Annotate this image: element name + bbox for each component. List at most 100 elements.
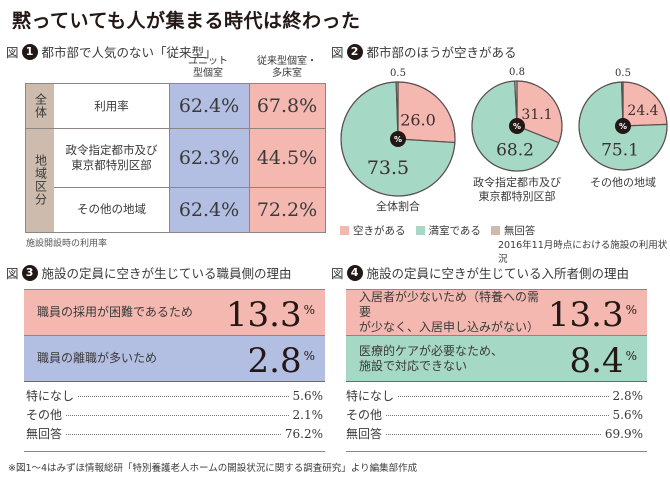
pie-name-overall: 全体割合 xyxy=(348,200,448,214)
pie-outline xyxy=(340,81,456,197)
list-value: 2.8% xyxy=(612,389,644,403)
leader-dots xyxy=(78,396,289,397)
col-header-line: 従来型個室・ xyxy=(257,56,317,67)
row-label: 利用率 xyxy=(54,84,169,128)
col-header-conventional: 従来型個室・ 多床室 xyxy=(244,56,330,80)
pie-value-label-no-answer: 0.5 xyxy=(390,68,406,79)
reason-label: 入居者が少ないため（特養への需要 が少なく、入居申し込みがない） xyxy=(359,290,548,335)
list-label: その他 xyxy=(346,408,383,422)
pie-value-label: 24.4 xyxy=(627,103,658,119)
legend-item-vacant: 空きがある xyxy=(340,223,406,238)
list-value: 5.6% xyxy=(292,389,324,403)
value-cell-conventional: 44.5% xyxy=(249,128,325,187)
row-label-text: 政令指定都市及び xyxy=(65,142,158,157)
reason-label-line: 職員の採用が困難であるため xyxy=(37,305,193,319)
reason-label-line: 医療的ケアが必要なため、 xyxy=(359,343,504,358)
table-divider xyxy=(249,84,250,232)
percent-sign: % xyxy=(625,349,637,363)
row-label-text: 利用率 xyxy=(94,98,129,113)
list-value: 2.1% xyxy=(292,408,324,422)
fig1-heading: 図 1 都市部で人気のない「従来型」 xyxy=(6,42,217,61)
pie-name-line: 政令指定都市及び xyxy=(473,176,561,189)
pie-name-line: 東京都特別区部 xyxy=(478,190,556,203)
source-footnote: ※図1〜4はみずほ情報総研「特別養護老人ホームの開設状況に関する調査研究」より編… xyxy=(8,463,418,474)
fig4-heading: 図 4 施設の定員に空きが生じている入所者側の理由 xyxy=(331,263,629,282)
pie-value-label: 68.2 xyxy=(496,141,534,161)
list-value: 5.6% xyxy=(612,408,644,422)
pie-outline xyxy=(578,81,668,171)
pie-value-label-no-answer: 0.5 xyxy=(615,68,631,79)
reason-label-line: 施設で対応できない xyxy=(359,358,468,373)
pie-legend: 空きがある 満室である 無回答 xyxy=(340,223,545,238)
reason-list-item: 無回答 76.2% xyxy=(26,425,323,442)
reason-list-item: 無回答 69.9% xyxy=(346,425,643,442)
pie-name-other-regions: その他の地域 xyxy=(573,176,670,190)
percent-sign: % xyxy=(625,303,637,317)
reason-value-number: 13.3 xyxy=(225,295,302,335)
fig2-title: 都市部のほうが空きがある xyxy=(366,45,517,60)
percent-unit-badge xyxy=(509,118,525,134)
leader-dots xyxy=(66,415,289,416)
reason-highlight: 職員の採用が困難であるため 13.3% xyxy=(24,289,325,335)
reason-list-item: その他 2.1% xyxy=(26,406,323,423)
col-header-unit: ユニット 型個室 xyxy=(168,56,248,80)
percent-unit-badge xyxy=(390,131,406,147)
col-header-line: 多床室 xyxy=(272,68,302,79)
fig4-title: 施設の定員に空きが生じている入所者側の理由 xyxy=(366,266,630,281)
row-label-text: 東京都特別区部 xyxy=(71,157,152,172)
value-cell-conventional: 72.2% xyxy=(249,187,325,232)
reason-label-line: が少なく、入居申し込みがない） xyxy=(359,320,540,334)
fig-number-badge: 4 xyxy=(346,264,363,281)
pie-value-label: 75.1 xyxy=(601,141,639,161)
list-label: 特になし xyxy=(26,389,75,403)
leader-dots xyxy=(66,434,281,435)
reason-value-number: 13.3 xyxy=(547,295,624,335)
reason-value: 2.8% xyxy=(248,339,315,378)
fig3-title: 施設の定員に空きが生じている職員側の理由 xyxy=(41,266,292,281)
pie-outline xyxy=(471,80,563,172)
reason-value: 13.3% xyxy=(226,293,315,332)
table-divider xyxy=(26,128,325,129)
leader-dots xyxy=(398,396,609,397)
value-cell-conventional: 67.8% xyxy=(249,84,325,128)
legend-label: 空きがある xyxy=(353,225,406,237)
reason-list-item: その他 5.6% xyxy=(346,406,643,423)
percent-sign: % xyxy=(303,303,315,317)
box-bottom-rule xyxy=(24,381,325,382)
reason-label: 職員の採用が困難であるため xyxy=(37,305,193,320)
list-value: 76.2% xyxy=(284,427,323,441)
reason-label-line: 職員の離職が多いため xyxy=(37,351,158,365)
page-title: 黙っていても人が集まる時代は終わった xyxy=(12,10,361,32)
group-label-overall: 全体 xyxy=(26,84,54,128)
pie-name-line: 全体割合 xyxy=(376,200,420,213)
fig-label: 図 xyxy=(6,266,19,281)
fig1-note: 施設開設時の利用率 xyxy=(26,239,108,249)
value-cell-unit: 62.4% xyxy=(169,187,249,232)
value-cell-unit: 62.3% xyxy=(169,128,249,187)
reason-highlight: 医療的ケアが必要なため、 施設で対応できない 8.4% xyxy=(346,335,647,381)
fig-number-badge: 1 xyxy=(21,43,38,60)
list-label: 無回答 xyxy=(346,427,383,441)
reason-value-number: 2.8 xyxy=(247,341,302,381)
percent-unit-badge xyxy=(615,118,631,134)
fig-label: 図 xyxy=(331,266,344,281)
reason-value-number: 8.4 xyxy=(569,341,624,381)
reason-highlight: 職員の離職が多いため 2.8% xyxy=(24,335,325,381)
percent-unit-label: % xyxy=(619,122,627,131)
legend-item-full: 満室である xyxy=(415,223,481,238)
fig2-heading: 図 2 都市部のほうが空きがある xyxy=(331,42,517,61)
legend-item-no-answer: 無回答 xyxy=(490,223,536,238)
legend-label: 無回答 xyxy=(503,225,536,237)
legend-swatch xyxy=(340,226,349,235)
reason-value: 8.4% xyxy=(570,339,637,378)
group-label-region: 地域区分 xyxy=(26,128,54,232)
fig-number-badge: 3 xyxy=(21,264,38,281)
reason-highlight: 入居者が少ないため（特養への需要 が少なく、入居申し込みがない） 13.3% xyxy=(346,289,647,335)
reason-list-item: 特になし 5.6% xyxy=(26,387,323,404)
pie-name-line: その他の地域 xyxy=(590,176,656,189)
reason-value: 13.3% xyxy=(548,293,637,332)
table-divider xyxy=(54,187,325,188)
list-label: 特になし xyxy=(346,389,395,403)
table-divider xyxy=(169,84,170,232)
